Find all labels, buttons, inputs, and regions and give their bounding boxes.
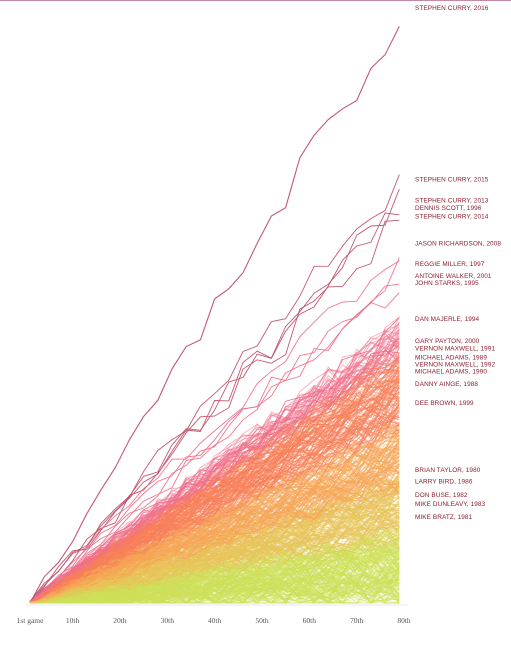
- background-season-line: [29, 570, 400, 604]
- background-season-line: [29, 584, 400, 604]
- series-line: [29, 219, 400, 604]
- series-label: STEPHEN CURRY, 2016: [415, 5, 489, 12]
- series-label: GARY PAYTON, 2000: [415, 338, 480, 345]
- background-season-line: [29, 554, 400, 604]
- labeled-season-lines: [29, 26, 400, 604]
- background-season-line: [29, 426, 400, 602]
- series-line: [29, 500, 400, 604]
- series-line: [29, 476, 400, 603]
- series-line: [29, 513, 400, 604]
- series-label: LARRY BIRD, 1986: [415, 479, 473, 486]
- background-season-line: [29, 464, 400, 604]
- series-labels: STEPHEN CURRY, 2016 STEPHEN CURRY, 2015 ST…: [415, 5, 501, 521]
- x-tick-label: 20th: [113, 616, 127, 625]
- series-label: VERNON MAXWELL, 1992: [415, 362, 495, 369]
- series-line: [29, 292, 400, 604]
- series-line: [29, 356, 400, 604]
- series-label: BRIAN TAYLOR, 1980: [415, 467, 481, 474]
- series-line: [29, 391, 400, 604]
- series-label: REGGIE MILLER, 1997: [415, 261, 485, 268]
- series-label: STEPHEN CURRY, 2015: [415, 177, 489, 184]
- background-season-line: [29, 343, 400, 602]
- background-season-line: [29, 377, 400, 604]
- x-tick-label: 70th: [350, 616, 364, 625]
- series-line: [29, 497, 400, 603]
- series-label: MICHAEL ADAMS, 1990: [415, 369, 487, 376]
- background-season-line: [30, 567, 400, 604]
- series-line: [29, 349, 400, 604]
- series-label: MIKE BRATZ, 1981: [415, 514, 473, 521]
- x-tick-label: 60th: [303, 616, 317, 625]
- x-tick-label: 40th: [208, 616, 222, 625]
- background-season-line: [29, 438, 400, 604]
- background-season-line: [29, 387, 400, 604]
- series-label: DEE BROWN, 1999: [415, 400, 474, 407]
- series-line: [29, 283, 400, 604]
- series-line: [29, 471, 400, 604]
- series-label: MIKE DUNLEAVY, 1983: [415, 501, 486, 508]
- x-tick-label: 50th: [255, 616, 269, 625]
- x-tick-label: 1st game: [17, 616, 45, 625]
- background-season-line: [29, 343, 400, 602]
- x-axis: 1st game 10th 20th 30th 40th 50th 60th 70th 80th: [17, 604, 411, 625]
- series-label: DON BUSE, 1982: [415, 492, 468, 499]
- background-season-line: [29, 423, 400, 603]
- series-label: JASON RICHARDSON, 2008: [415, 240, 501, 247]
- series-line: [29, 26, 400, 604]
- x-tick-label: 80th: [397, 616, 411, 625]
- x-tick-label: 10th: [66, 616, 80, 625]
- background-season-line: [30, 526, 400, 604]
- background-season-lines: [29, 316, 400, 604]
- series-label: JOHN STARKS, 1995: [415, 280, 479, 287]
- background-season-line: [29, 446, 400, 603]
- series-label: DANNY AINGE, 1988: [415, 381, 478, 388]
- background-season-line: [29, 588, 400, 604]
- series-label: DENNIS SCOTT, 1996: [415, 205, 482, 212]
- top-border-line: [0, 0, 511, 1]
- series-label: ANTOINE WALKER, 2001: [415, 273, 492, 280]
- background-season-line: [30, 546, 400, 604]
- series-line: [29, 404, 400, 604]
- series-label: MICHAEL ADAMS, 1989: [415, 354, 487, 361]
- series-label: STEPHEN CURRY, 2013: [415, 197, 489, 204]
- series-line: [29, 317, 400, 604]
- series-label: STEPHEN CURRY, 2014: [415, 214, 489, 221]
- background-season-line: [29, 571, 400, 604]
- x-tick-label: 30th: [161, 616, 175, 625]
- series-label: DAN MAJERLE, 1994: [415, 316, 480, 323]
- background-season-line: [29, 493, 400, 604]
- series-label: VERNON MAXWELL, 1991: [415, 345, 495, 352]
- background-season-line: [29, 508, 400, 604]
- series-line: [29, 368, 400, 604]
- series-line: [29, 260, 400, 603]
- series-line: [29, 188, 400, 604]
- background-season-line: [29, 448, 400, 603]
- series-line: [29, 212, 400, 602]
